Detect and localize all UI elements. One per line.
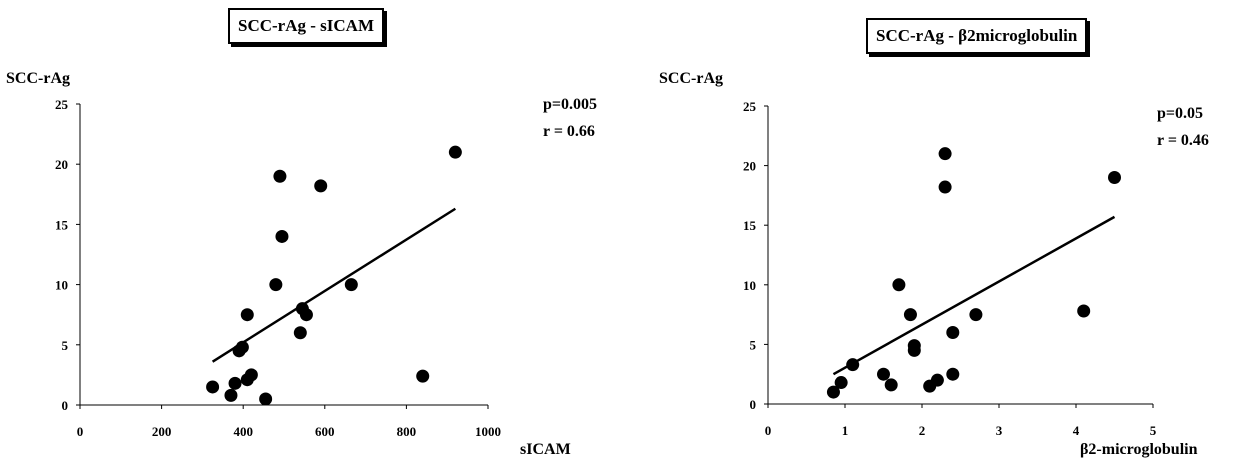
chart1-x-tick-label: 800 — [397, 424, 417, 439]
chart2-x-tick-label: 5 — [1150, 423, 1157, 438]
chart1-data-point — [244, 368, 258, 382]
chart2-x-tick-label: 0 — [765, 423, 772, 438]
chart2-data-point — [907, 339, 921, 353]
chart2-x-tick-label: 4 — [1073, 423, 1080, 438]
chart1-data-point — [273, 169, 287, 183]
chart2-trend-line — [832, 215, 1116, 376]
chart2-data-point — [1077, 304, 1091, 318]
chart2-xlabel: β2-microglobulin — [1080, 441, 1198, 458]
chart2-x-tick-label: 1 — [842, 423, 849, 438]
chart1-data-point — [293, 326, 307, 340]
chart2-title: SCC-rAg - β2microglobulin — [866, 18, 1088, 54]
chart1-data-point — [314, 179, 328, 193]
chart1-data-point — [416, 369, 430, 383]
chart1-y-tick-label: 15 — [55, 217, 69, 232]
chart1-data-point — [228, 376, 242, 390]
chart1-trend-line — [211, 207, 457, 363]
chart1-x-tick-label: 0 — [77, 424, 84, 439]
chart1-ylabel: SCC-rAg — [6, 70, 70, 87]
chart2-data-point — [946, 325, 960, 339]
chart2-data-point — [846, 358, 860, 372]
chart2-y-tick-label: 10 — [743, 278, 756, 293]
chart1-y-tick-label: 5 — [62, 338, 69, 353]
chart1-y-tick-label: 0 — [62, 398, 69, 413]
chart1-y-tick-label: 10 — [55, 278, 68, 293]
chart2-r-value: r = 0.46 — [1157, 132, 1209, 149]
chart2-data-point — [938, 180, 952, 194]
chart1-x-tick-label: 200 — [152, 424, 172, 439]
chart2-x-tick-label: 3 — [996, 423, 1003, 438]
chart1-x-tick-label: 1000 — [475, 424, 501, 439]
chart1-data-point — [259, 392, 273, 406]
chart1-x-tick-label: 600 — [315, 424, 335, 439]
chart1-y-tick-label: 20 — [55, 157, 68, 172]
chart1-y-tick-label: 25 — [55, 97, 69, 112]
chart2-data-point — [892, 278, 906, 292]
chart2-data-point — [903, 308, 917, 322]
chart1-data-point — [344, 278, 358, 292]
chart1-data-point — [240, 308, 254, 322]
chart1-xlabel: sICAM — [520, 441, 571, 458]
chart1-data-point — [224, 388, 238, 402]
chart1-data-point — [269, 278, 283, 292]
chart2-y-tick-label: 0 — [750, 397, 757, 412]
chart2-data-point — [834, 376, 848, 390]
chart1-p-value: p=0.005 — [543, 96, 598, 113]
chart2-data-point — [938, 147, 952, 161]
chart2-y-tick-label: 15 — [743, 218, 757, 233]
chart1-data-point — [299, 308, 313, 322]
chart1-data-point — [448, 145, 462, 159]
chart2-ylabel: SCC-rAg — [659, 70, 723, 87]
chart1-data-point — [235, 340, 249, 354]
chart2-y-tick-label: 20 — [743, 159, 756, 174]
chart2-data-point — [1108, 171, 1121, 185]
chart2-data-point — [969, 308, 983, 322]
chart2-data-point — [826, 385, 840, 399]
chart2-data-point — [877, 367, 890, 381]
chart2-data-point — [946, 367, 960, 381]
chart1-data-point — [275, 229, 289, 243]
chart2-data-point — [884, 378, 898, 392]
chart1-title: SCC-rAg - sICAM — [228, 8, 384, 44]
chart2-y-tick-label: 5 — [750, 337, 757, 352]
chart2-x-tick-label: 2 — [919, 423, 926, 438]
chart1-data-point — [206, 380, 220, 394]
chart1-x-tick-label: 400 — [233, 424, 253, 439]
chart1-r-value: r = 0.66 — [543, 123, 595, 140]
chart2-y-tick-label: 25 — [743, 99, 757, 114]
chart2-data-point — [930, 373, 944, 387]
chart2-p-value: p=0.05 — [1157, 105, 1204, 122]
